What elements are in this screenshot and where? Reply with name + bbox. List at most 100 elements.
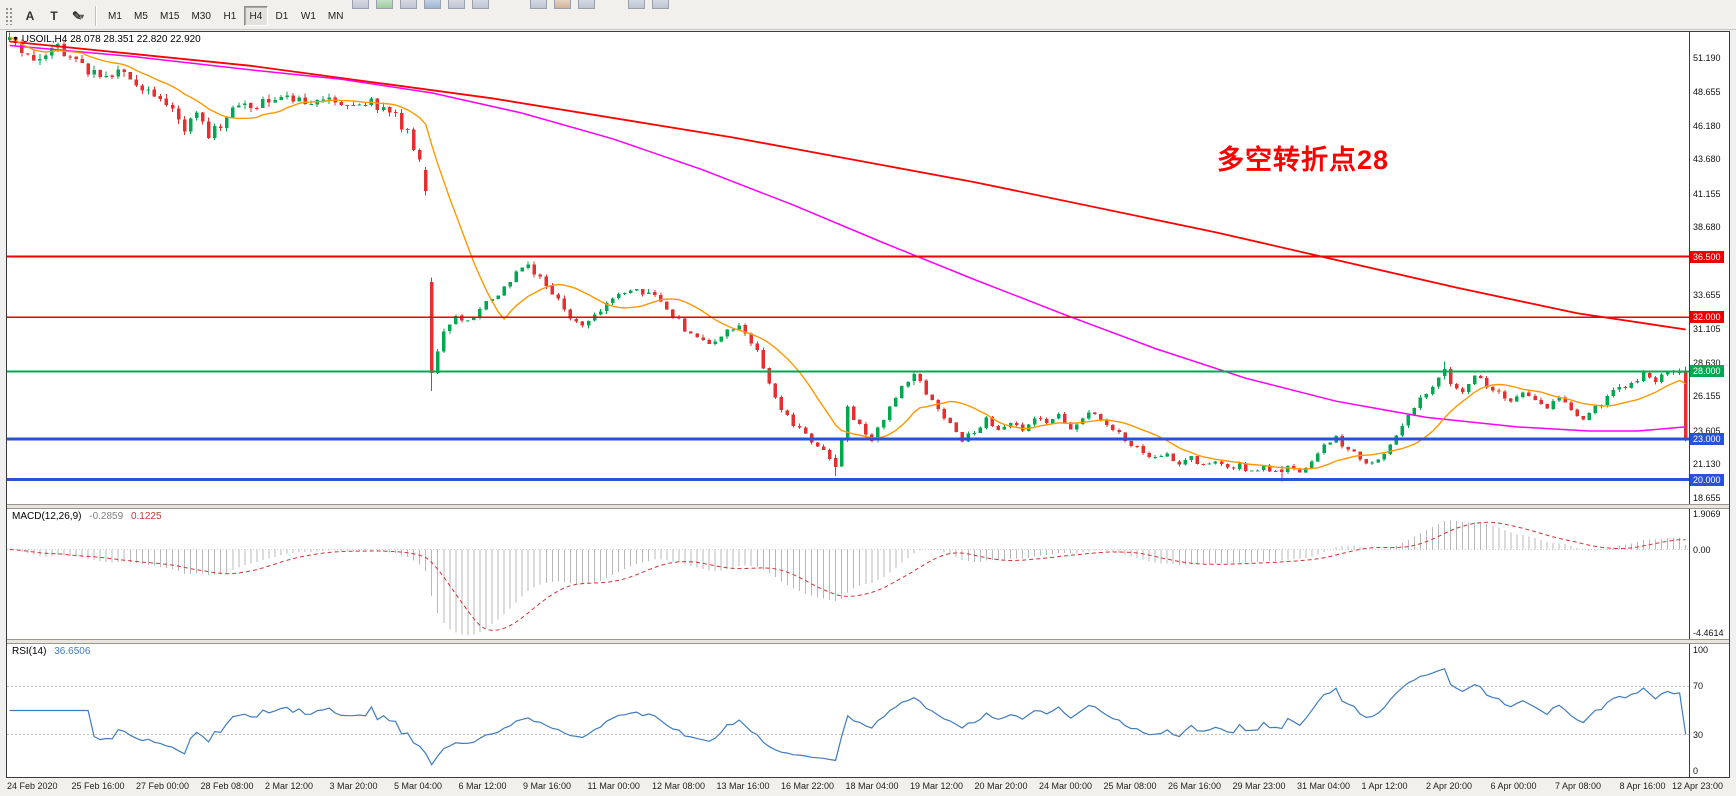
axis-tick-label: 70 — [1693, 681, 1704, 692]
templates-icon[interactable] — [578, 0, 595, 9]
time-axis-label: 3 Mar 20:00 — [329, 781, 378, 791]
chart-text-annotation[interactable]: 多空转折点28 — [1217, 145, 1390, 175]
timeframe-w1-button[interactable]: W1 — [296, 6, 321, 26]
axis-tick-label: -4.4614 — [1693, 628, 1724, 638]
draw-tool-button[interactable]: ✎ ▾ — [67, 5, 89, 27]
axis-tick-label: 100 — [1693, 645, 1709, 655]
macd-panel: 1.9069 0.00 -4.4614 MACD(12,26,9) -0.2859 … — [7, 509, 1729, 639]
main-chart-plot[interactable] — [7, 32, 1689, 504]
time-axis-label: 27 Feb 00:00 — [136, 781, 190, 791]
time-axis-label: 18 Mar 04:00 — [845, 781, 899, 791]
bear-candle-bodies — [14, 37, 1688, 473]
macd-plot[interactable] — [7, 509, 1689, 639]
axis-tick-label: 46.180 — [1693, 120, 1721, 131]
axis-tick-label: 0.00 — [1693, 544, 1711, 555]
zoom-out-icon[interactable] — [472, 0, 489, 9]
rsi-panel: 100 70 30 0 RSI(14) 36.6506 — [7, 644, 1729, 777]
macd-name: MACD(12,26,9) — [12, 511, 82, 522]
time-axis[interactable]: 24 Feb 2020 25 Feb 16:00 27 Feb 00:00 28 Fe… — [0, 778, 1736, 796]
axis-tick-label: 43.680 — [1693, 154, 1721, 165]
ma-fast-orange — [9, 36, 1687, 470]
price-level-tag: 23.000 — [1690, 433, 1724, 446]
charts-icon[interactable] — [352, 0, 369, 9]
symbol-ohlc-label: ▼ USOIL,H4 28.078 28.351 22.820 22.920 — [12, 34, 201, 45]
axis-tick-label: 51.190 — [1693, 52, 1721, 63]
time-axis-label: 12 Apr 23:00 — [1672, 781, 1724, 791]
symbol-ohlc-text: USOIL,H4 28.078 28.351 22.820 22.920 — [21, 34, 201, 45]
bar-chart-icon[interactable] — [376, 0, 393, 9]
indicators-icon[interactable] — [554, 0, 571, 9]
macd-histogram — [15, 520, 1687, 635]
macd-signal-value: 0.1225 — [130, 511, 162, 522]
timeframe-d1-button[interactable]: D1 — [270, 6, 294, 26]
axis-tick-label: 28.630 — [1693, 357, 1721, 368]
time-axis-label: 26 Mar 16:00 — [1168, 781, 1222, 791]
time-axis-label: 6 Apr 00:00 — [1490, 781, 1537, 791]
axis-tick-label: 1.9069 — [1693, 509, 1721, 519]
bull-candle-wicks — [9, 32, 1681, 474]
rsi-plot[interactable] — [7, 644, 1689, 777]
axis-tick-label: 18.655 — [1693, 492, 1721, 503]
timeframe-m15-button[interactable]: M15 — [155, 6, 184, 26]
pencil-icon: ✎ — [71, 9, 83, 23]
axis-tick-label: 23.605 — [1693, 425, 1721, 436]
time-axis-label: 25 Feb 16:00 — [71, 781, 125, 791]
rsi-axis[interactable]: 100 70 30 0 — [1689, 644, 1729, 777]
time-axis-label: 19 Mar 12:00 — [910, 781, 964, 791]
rsi-name: RSI(14) — [12, 646, 47, 657]
timeframe-m5-button[interactable]: M5 — [129, 6, 153, 26]
time-axis-label: 7 Apr 08:00 — [1555, 781, 1602, 791]
axis-tick-label: 21.130 — [1693, 459, 1721, 470]
time-axis-label: 24 Mar 00:00 — [1039, 781, 1093, 791]
axis-tick-label: 33.655 — [1693, 289, 1721, 300]
time-axis-label: 24 Feb 2020 — [7, 781, 58, 791]
timeframe-h4-button[interactable]: H4 — [243, 6, 268, 26]
toolbar-drag-handle-icon[interactable] — [5, 7, 14, 25]
ma-slow-red — [9, 40, 1686, 331]
time-axis-label: 8 Apr 16:00 — [1619, 781, 1666, 791]
time-axis-label: 9 Mar 16:00 — [523, 781, 572, 791]
time-axis-label: 2 Mar 12:00 — [265, 781, 314, 791]
bear-candle-wicks — [15, 36, 1687, 482]
text-tool-button[interactable]: T — [50, 9, 58, 23]
toolbar-separator — [95, 6, 97, 26]
time-axis-label: 28 Feb 08:00 — [200, 781, 254, 791]
time-axis-label: 1 Apr 12:00 — [1361, 781, 1408, 791]
zoom-in-icon[interactable] — [448, 0, 465, 9]
timeframe-h1-button[interactable]: H1 — [218, 6, 242, 26]
timeframe-m30-button[interactable]: M30 — [186, 6, 215, 26]
rsi-label: RSI(14) 36.6506 — [12, 646, 90, 657]
tool-row: A T ✎ ▾ M1 M5 M15 M30 H1 H4 D1 W1 MN — [2, 5, 348, 27]
tile-windows-icon[interactable] — [530, 0, 547, 9]
shift-chart-icon[interactable] — [652, 0, 669, 9]
axis-tick-label: 26.155 — [1693, 391, 1721, 402]
axis-tick-label: 38.680 — [1693, 222, 1721, 233]
panel-splitter[interactable] — [7, 504, 1729, 509]
macd-signal-line — [9, 521, 1686, 631]
price-level-tag: 36.500 — [1690, 250, 1724, 263]
macd-label: MACD(12,26,9) -0.2859 0.1225 — [12, 511, 162, 522]
candle-chart-icon[interactable] — [400, 0, 417, 9]
price-level-tag: 28.000 — [1690, 365, 1724, 378]
time-axis-label: 6 Mar 12:00 — [458, 781, 507, 791]
rsi-value: 36.6506 — [54, 646, 91, 657]
price-panel: 51.190 48.655 46.180 43.680 41.155 38.680 33.6… — [7, 32, 1729, 504]
macd-axis[interactable]: 1.9069 0.00 -4.4614 — [1689, 509, 1729, 639]
panel-splitter[interactable] — [7, 639, 1729, 644]
price-level-tag: 32.000 — [1690, 311, 1724, 324]
time-axis-label: 12 Mar 08:00 — [652, 781, 706, 791]
bull-candle-bodies — [8, 37, 1682, 473]
chevron-down-icon: ▾ — [80, 11, 85, 21]
collapse-triangle-icon[interactable]: ▼ — [12, 36, 19, 43]
timeframe-mn-button[interactable]: MN — [323, 6, 349, 26]
axis-tick-label: 0 — [1693, 766, 1699, 776]
cursor-tool-button[interactable]: A — [25, 9, 35, 23]
time-axis-label: 25 Mar 08:00 — [1103, 781, 1157, 791]
timeframe-m1-button[interactable]: M1 — [103, 6, 127, 26]
time-axis-label: 16 Mar 22:00 — [781, 781, 835, 791]
price-axis[interactable]: 51.190 48.655 46.180 43.680 41.155 38.680 33.6… — [1689, 32, 1729, 504]
autoscroll-icon[interactable] — [628, 0, 645, 9]
time-axis-label: 29 Mar 23:00 — [1232, 781, 1286, 791]
toolbar: A T ✎ ▾ M1 M5 M15 M30 H1 H4 D1 W1 MN — [0, 0, 1736, 30]
line-chart-icon[interactable] — [424, 0, 441, 9]
